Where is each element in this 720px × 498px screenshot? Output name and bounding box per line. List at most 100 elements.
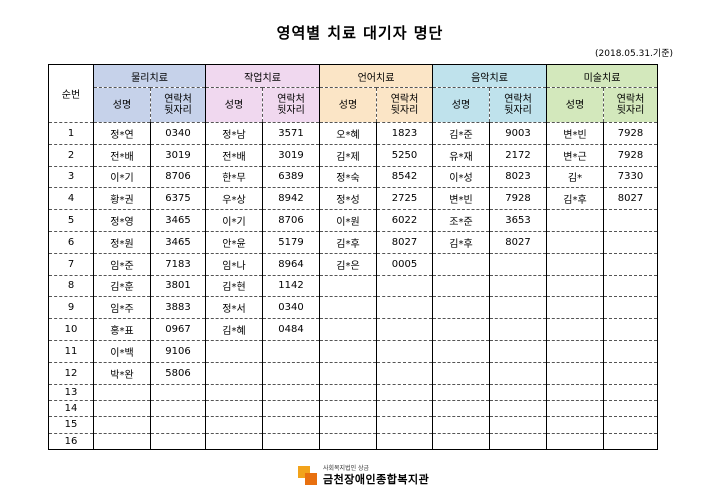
patient-name: 홍*표 bbox=[93, 318, 151, 341]
patient-name bbox=[546, 400, 604, 418]
patient-name bbox=[319, 275, 377, 298]
patient-name bbox=[319, 318, 377, 341]
contact-digits: 3883 bbox=[150, 296, 206, 320]
patient-name bbox=[546, 275, 604, 298]
table-row: 6 정*원 3465 안*윤 5179 김*후 8027 김*후 8027 bbox=[48, 231, 658, 254]
row-number: 1 bbox=[48, 122, 94, 145]
table-row: 11 이*백 9106 bbox=[48, 340, 658, 363]
contact-digits bbox=[376, 362, 433, 385]
row-number: 14 bbox=[48, 400, 94, 418]
patient-name bbox=[319, 433, 377, 451]
patient-name: 변*근 bbox=[546, 144, 604, 167]
contact-digits: 2725 bbox=[376, 187, 433, 211]
contact-digits bbox=[376, 296, 433, 320]
row-number: 11 bbox=[48, 340, 94, 363]
patient-name bbox=[546, 416, 604, 434]
contact-digits: 0005 bbox=[376, 253, 433, 276]
patient-name bbox=[432, 384, 490, 401]
contact-digits: 8706 bbox=[150, 166, 206, 189]
table-row: 1 정*연 0340 정*남 3571 오*혜 1823 김*준 9003 변*빈 7928 bbox=[48, 122, 658, 145]
contact-digits bbox=[603, 275, 658, 298]
patient-name bbox=[546, 340, 604, 363]
patient-name: 김* bbox=[546, 166, 604, 189]
contact-digits bbox=[376, 318, 433, 341]
contact-digits: 0340 bbox=[150, 122, 206, 145]
patient-name bbox=[432, 433, 490, 451]
contact-digits bbox=[489, 416, 547, 434]
patient-name: 이*기 bbox=[205, 209, 263, 232]
contact-digits: 7928 bbox=[603, 144, 658, 167]
logo-subtitle: 사회복지법인 상금 bbox=[323, 465, 370, 472]
contact-digits bbox=[603, 340, 658, 363]
patient-name: 우*상 bbox=[205, 187, 263, 211]
contact-digits bbox=[376, 275, 433, 298]
patient-name: 이*원 bbox=[319, 209, 377, 232]
contact-digits: 0484 bbox=[262, 318, 320, 341]
patient-name bbox=[319, 340, 377, 363]
contact-digits bbox=[262, 433, 320, 451]
contact-digits bbox=[376, 416, 433, 434]
contact-digits: 7928 bbox=[489, 187, 547, 211]
row-number: 9 bbox=[48, 296, 94, 320]
contact-digits: 8942 bbox=[262, 187, 320, 211]
category-header-occupational: 작업치료 bbox=[205, 64, 320, 88]
contact-digits: 8027 bbox=[603, 187, 658, 211]
contact-digits bbox=[603, 362, 658, 385]
contact-digits bbox=[603, 433, 658, 451]
name-subheader: 성명 bbox=[93, 87, 151, 123]
patient-name bbox=[432, 253, 490, 276]
contact-digits bbox=[603, 253, 658, 276]
table-row: 12 박*완 5806 bbox=[48, 362, 658, 385]
orange-squares-icon bbox=[298, 466, 318, 486]
patient-name: 이*백 bbox=[93, 340, 151, 363]
contact-digits: 1823 bbox=[376, 122, 433, 145]
patient-name: 조*준 bbox=[432, 209, 490, 232]
contact-digits: 1142 bbox=[262, 275, 320, 298]
contact-digits bbox=[150, 416, 206, 434]
contact-digits: 6375 bbox=[150, 187, 206, 211]
contact-digits: 3653 bbox=[489, 209, 547, 232]
patient-name bbox=[432, 296, 490, 320]
contact-subheader: 연락처 뒷자리 bbox=[489, 87, 547, 123]
patient-name: 정*숙 bbox=[319, 166, 377, 189]
row-number: 15 bbox=[48, 416, 94, 434]
patient-name: 변*빈 bbox=[432, 187, 490, 211]
patient-name: 유*재 bbox=[432, 144, 490, 167]
table-row: 2 전*배 3019 전*배 3019 김*제 5250 유*재 2172 변*근 7928 bbox=[48, 144, 658, 167]
patient-name: 정*연 bbox=[93, 122, 151, 145]
patient-name: 이*성 bbox=[432, 166, 490, 189]
row-number: 6 bbox=[48, 231, 94, 254]
name-subheader: 성명 bbox=[205, 87, 263, 123]
contact-digits bbox=[603, 209, 658, 232]
contact-digits: 9003 bbox=[489, 122, 547, 145]
contact-digits: 8027 bbox=[489, 231, 547, 254]
patient-name: 김*혜 bbox=[205, 318, 263, 341]
patient-name: 임*나 bbox=[205, 253, 263, 276]
patient-name bbox=[205, 362, 263, 385]
contact-digits bbox=[262, 384, 320, 401]
contact-digits: 3019 bbox=[150, 144, 206, 167]
contact-digits: 8964 bbox=[262, 253, 320, 276]
patient-name bbox=[432, 340, 490, 363]
patient-name: 김*현 bbox=[205, 275, 263, 298]
contact-digits bbox=[262, 400, 320, 418]
patient-name bbox=[319, 296, 377, 320]
patient-name: 박*완 bbox=[93, 362, 151, 385]
contact-digits bbox=[489, 318, 547, 341]
contact-digits bbox=[150, 384, 206, 401]
patient-name: 한*무 bbox=[205, 166, 263, 189]
patient-name bbox=[546, 384, 604, 401]
contact-digits bbox=[489, 362, 547, 385]
table-row: 4 황*권 6375 우*상 8942 정*성 2725 변*빈 7928 김*후 8027 bbox=[48, 187, 658, 211]
contact-digits: 9106 bbox=[150, 340, 206, 363]
contact-digits bbox=[262, 362, 320, 385]
table-row: 14 bbox=[48, 400, 658, 418]
contact-digits: 5806 bbox=[150, 362, 206, 385]
patient-name bbox=[93, 400, 151, 418]
contact-subheader: 연락처 뒷자리 bbox=[262, 87, 320, 123]
patient-name bbox=[205, 416, 263, 434]
patient-name: 정*성 bbox=[319, 187, 377, 211]
patient-name: 정*남 bbox=[205, 122, 263, 145]
contact-digits: 7183 bbox=[150, 253, 206, 276]
patient-name bbox=[432, 318, 490, 341]
